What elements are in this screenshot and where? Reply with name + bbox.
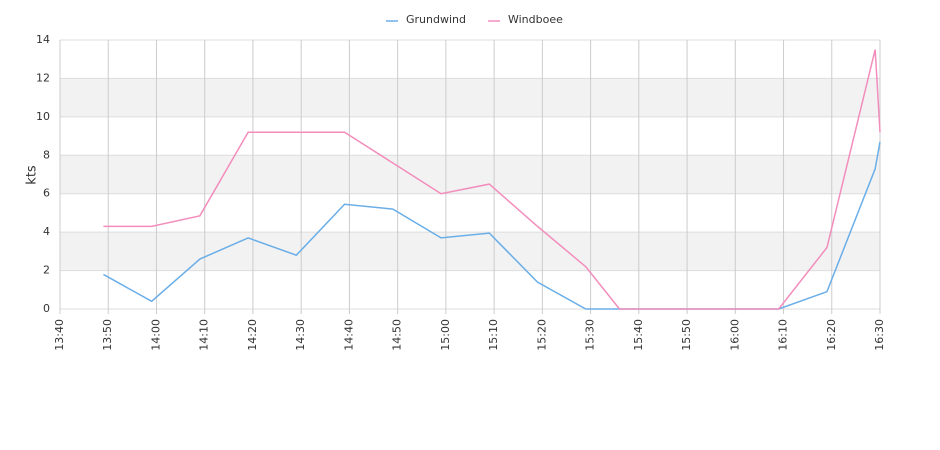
x-tick-label: 13:40 (53, 319, 66, 351)
line (103, 49, 881, 310)
line (103, 141, 881, 310)
x-tick-label: 15:40 (632, 319, 645, 351)
x-tick-label: 13:50 (101, 319, 114, 351)
x-tick-label: 15:10 (487, 319, 500, 351)
x-tick-label: 15:00 (439, 319, 452, 351)
legend-label: Grundwind (406, 13, 466, 26)
x-tick-label: 16:20 (825, 319, 838, 351)
x-tick-label: 14:50 (391, 319, 404, 351)
y-tick-label: 2 (43, 264, 50, 277)
x-tick-label: 16:00 (728, 319, 741, 351)
x-tick-label: 16:30 (873, 319, 886, 351)
y-tick-label: 4 (43, 225, 50, 238)
x-tick-label: 14:10 (198, 319, 211, 351)
x-tick-label: 15:30 (584, 319, 597, 351)
y-tick-label: 0 (43, 302, 50, 315)
y-tick-label: 6 (43, 187, 50, 200)
x-tick-label: 14:00 (149, 319, 162, 351)
y-tick-label: 8 (43, 148, 50, 161)
y-tick-label: 10 (36, 110, 50, 123)
y-tick-label: 14 (36, 33, 50, 46)
x-tick-label: 15:20 (535, 319, 548, 351)
grid-band (60, 232, 880, 271)
x-tick-label: 14:30 (294, 319, 307, 351)
y-axis-label: kts (25, 165, 40, 185)
x-tick-label: 14:20 (246, 319, 259, 351)
x-tick-label: 15:50 (680, 319, 693, 351)
x-tick-label: 14:40 (342, 319, 355, 351)
y-tick-label: 12 (36, 71, 50, 84)
x-tick-label: 16:10 (777, 319, 790, 351)
legend-label: Windboee (508, 13, 563, 26)
grid-band (60, 78, 880, 117)
